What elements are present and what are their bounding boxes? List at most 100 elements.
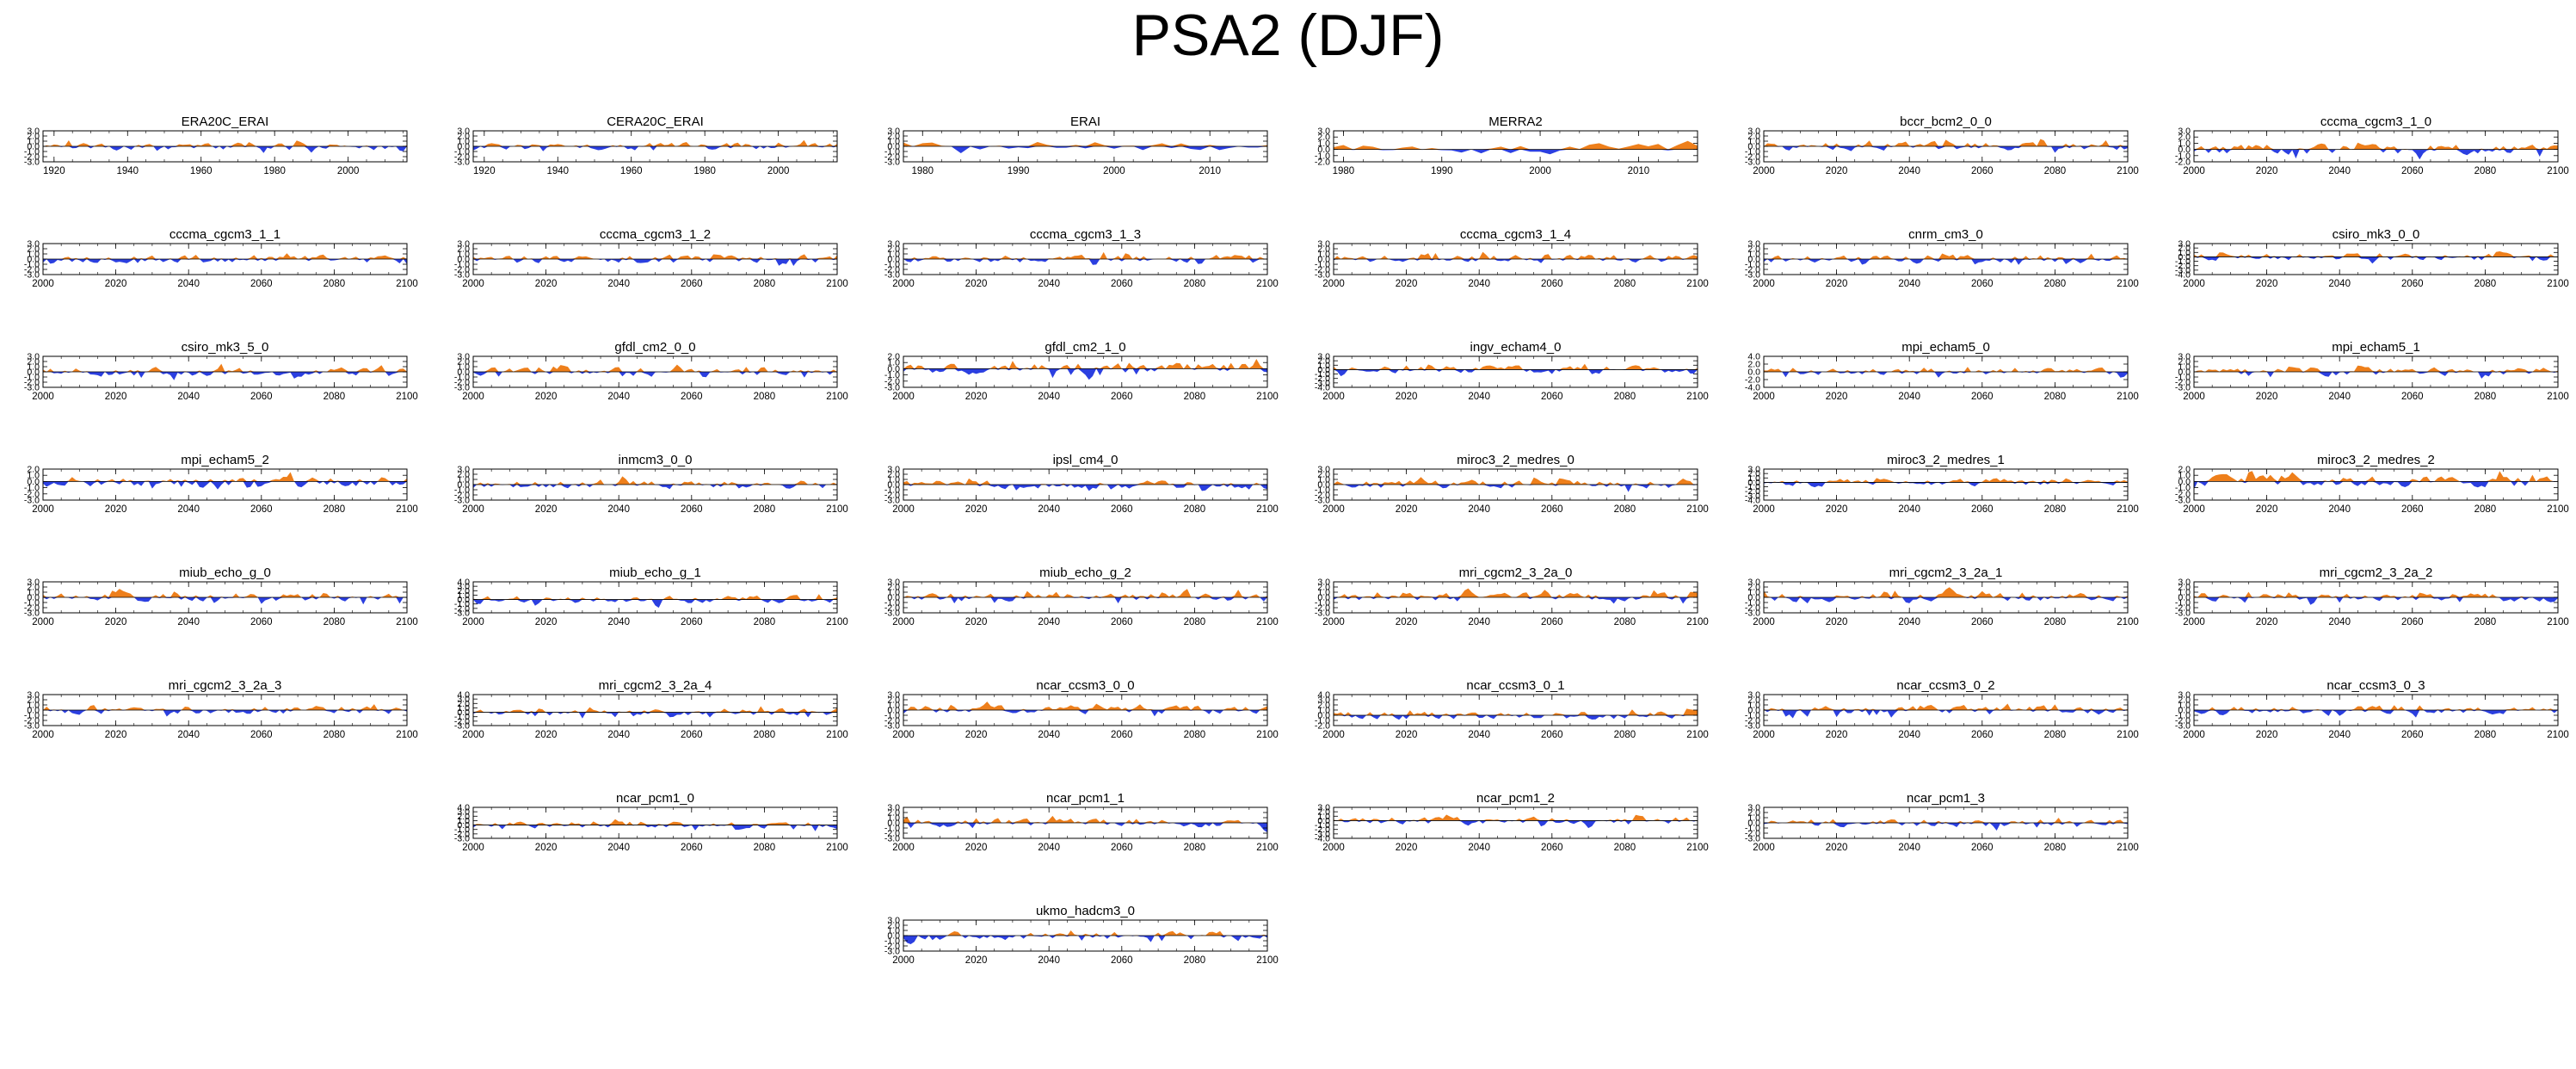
y-tick-label: -2.0 <box>2175 489 2191 499</box>
y-tick-label: 1.0 <box>27 701 40 711</box>
x-tick-label: 2020 <box>965 617 988 627</box>
y-tick-label: -3.0 <box>2175 721 2191 732</box>
panel-title: ncar_pcm1_0 <box>616 791 694 806</box>
y-tick-label: -3.0 <box>1745 721 1760 732</box>
x-tick-label: 2000 <box>1529 166 1551 176</box>
positive-area <box>1334 363 1698 370</box>
panel-title: inmcm3_0_0 <box>619 453 693 467</box>
y-tick-label: -2.0 <box>884 603 900 614</box>
y-tick-label: -4.0 <box>1315 834 1330 844</box>
x-tick-label: 2060 <box>681 392 703 402</box>
x-tick-label: 2080 <box>1614 843 1636 853</box>
y-tick-label: 1.0 <box>2178 471 2191 481</box>
y-tick-label: 0.0 <box>887 593 900 603</box>
x-tick-label: 2080 <box>2044 504 2067 515</box>
y-tick-label: -3.0 <box>454 834 470 844</box>
y-tick-label: -2.0 <box>2175 158 2191 168</box>
y-tick-label: -3.0 <box>1745 491 1760 501</box>
y-tick-label: 0.0 <box>27 706 40 716</box>
x-tick-label: 2000 <box>1753 504 1775 515</box>
y-tick-label: 2.0 <box>457 470 470 480</box>
y-tick-label: 2.0 <box>457 699 470 709</box>
x-tick-label: 2100 <box>1256 279 1279 289</box>
x-tick-label: 2000 <box>1322 279 1345 289</box>
x-tick-label: 2020 <box>535 617 558 627</box>
y-tick-label: 2.0 <box>887 921 900 931</box>
negative-area <box>43 710 407 717</box>
x-tick-label: 2040 <box>1468 617 1490 627</box>
y-tick-label: -3.0 <box>2175 383 2191 393</box>
y-tick-label: 1.0 <box>1317 588 1330 598</box>
x-tick-label: 2080 <box>2474 392 2497 402</box>
y-tick-label: 3.0 <box>457 239 470 250</box>
x-tick-label: 2000 <box>32 279 54 289</box>
panel-csiro_mk3_0_0: csiro_mk3_0_0 3.02.01.00.0-1.0-2.0-3.0-4.… <box>2175 227 2569 289</box>
x-tick-label: 2100 <box>1686 843 1709 853</box>
y-tick-label: 2.0 <box>887 470 900 480</box>
y-tick-label: 3.0 <box>1747 803 1760 813</box>
y-tick-label: 2.0 <box>1317 701 1330 711</box>
panel-gfdl_cm2_0_0: gfdl_cm2_0_0 3.02.01.00.0-1.0-2.0-3.02000… <box>454 340 848 402</box>
y-tick-label: 0.0 <box>27 142 40 152</box>
plot-frame <box>1333 806 1698 839</box>
x-tick-label: 1940 <box>546 166 569 176</box>
negative-area <box>1764 259 2128 265</box>
x-tick-label: 2020 <box>2256 504 2278 515</box>
x-tick-label: 2060 <box>2401 279 2424 289</box>
x-tick-label: 2100 <box>826 392 848 402</box>
x-tick-label: 2040 <box>607 617 630 627</box>
negative-area <box>43 597 407 605</box>
y-tick-label: -3.0 <box>2175 496 2191 506</box>
x-tick-label: 2100 <box>2547 279 2569 289</box>
x-tick-label: 2040 <box>177 392 200 402</box>
x-tick-label: 2020 <box>2256 617 2278 627</box>
x-tick-label: 2020 <box>1396 504 1418 515</box>
x-tick-label: 2080 <box>2044 392 2067 402</box>
panel-miroc3_2_medres_1: miroc3_2_medres_1 3.02.01.00.0-1.0-2.0-3.… <box>1745 453 2139 515</box>
y-tick-label: -2.0 <box>1745 716 1760 726</box>
y-tick-label: 2.0 <box>1317 807 1330 818</box>
plot-frame <box>1333 694 1698 726</box>
y-tick-label: -1.0 <box>1745 260 1760 270</box>
y-tick-label: 3.0 <box>887 239 900 250</box>
panel-title: ingv_echam4_0 <box>1470 340 1562 355</box>
y-tick-label: 1.0 <box>27 588 40 598</box>
x-tick-label: 2020 <box>105 392 127 402</box>
x-tick-label: 2040 <box>607 392 630 402</box>
panel-title: csiro_mk3_5_0 <box>182 340 269 355</box>
x-tick-label: 2020 <box>1396 843 1418 853</box>
panel-cccma_cgcm3_1_2: cccma_cgcm3_1_23.02.01.00.0-1.0-2.0-3.02… <box>454 227 848 289</box>
y-tick-label: -2.0 <box>24 716 40 726</box>
y-tick-label: -4.0 <box>2175 270 2191 281</box>
y-tick-label: 0.0 <box>27 477 40 487</box>
y-tick-label: -3.0 <box>454 270 470 281</box>
x-tick-label: 2060 <box>1971 730 1994 740</box>
panel-title: ncar_pcm1_3 <box>1907 791 1985 806</box>
y-tick-label: -3.0 <box>24 721 40 732</box>
y-tick-label: 1.0 <box>887 926 900 936</box>
x-tick-label: 2080 <box>2474 617 2497 627</box>
x-tick-label: 2000 <box>2183 279 2205 289</box>
y-tick-label: -1.0 <box>1745 711 1760 721</box>
y-tick-label: -2.0 <box>1745 375 1760 386</box>
positive-area <box>2194 591 2558 597</box>
panel-title: mri_cgcm2_3_2a_1 <box>1889 565 2003 580</box>
x-tick-label: 2020 <box>1826 166 1848 176</box>
negative-area <box>1764 372 2128 378</box>
x-tick-label: 2100 <box>1686 617 1709 627</box>
panel-title: bccr_bcm2_0_0 <box>1900 114 1992 129</box>
x-tick-label: 1960 <box>190 166 213 176</box>
panel-miub_echo_g_1: miub_echo_g_1 4.03.02.01.00.0-1.0-2.0-3.0… <box>454 565 848 627</box>
x-tick-label: 2100 <box>2117 617 2139 627</box>
x-tick-label: 2000 <box>2183 392 2205 402</box>
x-tick-label: 2080 <box>324 617 346 627</box>
y-tick-label: -1.0 <box>1315 716 1330 726</box>
y-tick-label: 3.0 <box>1747 690 1760 701</box>
negative-area <box>903 823 1267 833</box>
panel-ukmo_hadcm3_0: ukmo_hadcm3_0 3.02.01.00.0-1.0-2.0-3.0200… <box>884 904 1279 966</box>
x-tick-label: 2040 <box>1898 279 1920 289</box>
x-tick-label: 2100 <box>2117 730 2139 740</box>
x-tick-label: 2100 <box>396 730 418 740</box>
y-tick-label: 0.0 <box>1747 255 1760 265</box>
